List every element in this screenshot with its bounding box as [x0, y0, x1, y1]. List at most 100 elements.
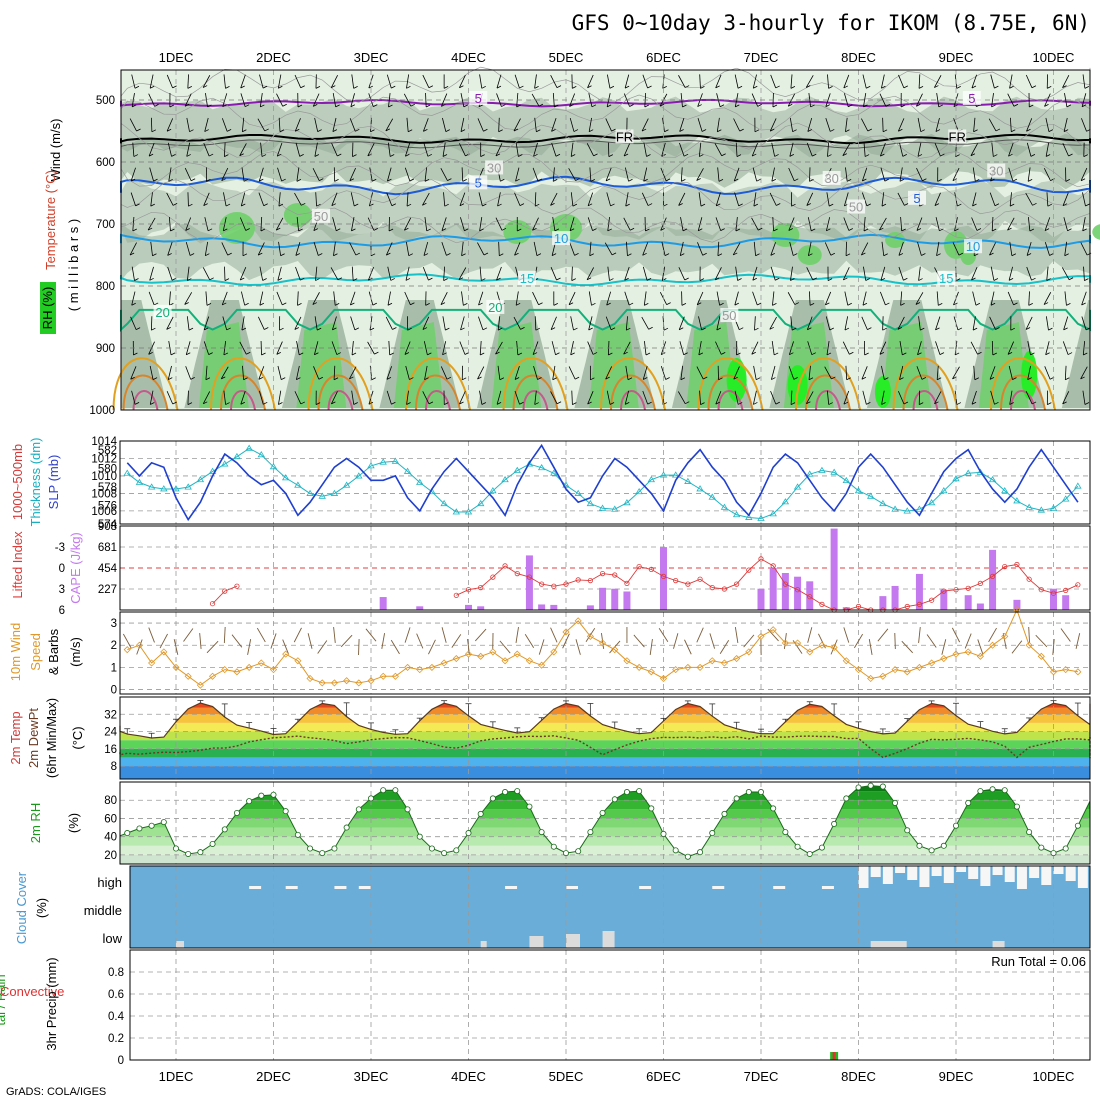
wind-barb	[1080, 167, 1088, 181]
rh-marker	[453, 847, 460, 854]
wind-barb-flag	[683, 153, 689, 157]
cape-bar	[879, 596, 887, 610]
wind-barb	[257, 118, 266, 132]
wind-barb-flag	[1009, 402, 1014, 405]
wind-barb-flag	[534, 402, 539, 405]
wind-barb-flag	[277, 278, 283, 281]
wind-barb	[223, 192, 227, 207]
wind-barb-flag	[226, 327, 231, 331]
wind-marker	[343, 677, 351, 685]
wind-barb	[441, 627, 447, 643]
wind-barb-flag	[788, 228, 793, 231]
wind-barb	[477, 118, 484, 132]
thickness-marker	[318, 492, 326, 499]
wind-barb-flag	[995, 128, 1001, 132]
wind-barb-flag	[154, 103, 159, 107]
wind-barb-flag	[427, 153, 433, 157]
wind-barb	[315, 266, 318, 281]
thickness-marker	[574, 489, 582, 496]
wind-barb-flag	[262, 85, 268, 89]
wind-label-c: & Barbs	[46, 628, 61, 675]
wind-barb-flag	[462, 377, 467, 381]
rh-marker	[441, 850, 448, 857]
wind-barb-flag	[390, 278, 395, 281]
wind-barb	[385, 316, 393, 330]
wind-barb	[1007, 341, 1015, 355]
wind-barb	[661, 266, 666, 281]
wind-barb	[881, 365, 885, 380]
wind-barb	[167, 142, 172, 157]
cloud-gap-high	[956, 866, 966, 872]
wind-barb	[588, 316, 593, 331]
bl-temp-contour	[122, 374, 169, 411]
precip-convective-bar	[832, 1052, 836, 1060]
wind-barb-flag	[241, 203, 246, 207]
li-line	[456, 558, 1079, 611]
thickness-marker	[281, 474, 290, 481]
wind-barb-flag	[385, 128, 391, 132]
cloud-gap-thin	[712, 886, 725, 889]
wind-barb	[752, 74, 757, 89]
wind-barb-flag	[735, 104, 740, 108]
wind-barb	[276, 341, 283, 355]
wind-barb	[643, 291, 647, 306]
wind-barb	[1002, 633, 1007, 649]
wind-barb-flag	[133, 352, 138, 356]
cloud-gap-high	[968, 866, 979, 879]
wind-barb-flag	[260, 104, 265, 108]
wind-marker	[306, 674, 314, 683]
wind-barb	[136, 639, 143, 655]
wind-barb-flag	[753, 203, 759, 207]
wind-marker	[355, 679, 363, 687]
wind-barb	[513, 316, 521, 330]
wind-barb-flag	[773, 352, 779, 356]
wind-barb	[570, 316, 574, 331]
wind-barb-flag	[407, 327, 412, 331]
wind-barb	[680, 167, 683, 182]
wind-barb	[350, 291, 356, 306]
wind-barb	[825, 93, 831, 107]
wind-barb	[1061, 267, 1070, 280]
wind-barb	[534, 316, 537, 331]
wind-barb	[294, 192, 302, 206]
wind-barb	[826, 390, 830, 405]
rh-marker	[879, 783, 886, 790]
wind-barb-flag	[168, 178, 173, 182]
thickness-marker	[501, 475, 509, 483]
wind-barb	[1062, 341, 1069, 355]
wind-barb-flag	[555, 153, 561, 157]
wind-barb	[186, 316, 190, 331]
rh-marker	[319, 850, 326, 857]
temp-label-a: 2m Temp	[8, 711, 23, 764]
upper-temp-label: Temperature (°C)	[43, 170, 58, 270]
wind-barb-flag	[1045, 154, 1051, 157]
li-label: Lifted Index	[10, 531, 25, 599]
wind-barb	[515, 142, 519, 157]
wind-marker	[891, 666, 899, 674]
wind-barb-flag	[916, 228, 922, 231]
wind-barb-flag	[626, 327, 631, 331]
wind-barb-flag	[867, 327, 872, 330]
wind-barb	[1008, 365, 1013, 380]
wind-marker	[769, 626, 777, 634]
wind-barb-flag	[243, 377, 248, 381]
wind-barb-flag	[954, 352, 960, 356]
cloud-gap	[992, 941, 1005, 948]
wind-barb-flag	[1084, 85, 1090, 89]
wind-barb	[825, 118, 831, 132]
wind-barb	[972, 291, 977, 306]
wind-barb-flag	[209, 277, 214, 281]
date-label: 1DEC	[159, 50, 194, 65]
wind-barb-flag	[536, 253, 542, 257]
thick-tick-label: 576	[98, 501, 117, 513]
wind-barb	[259, 266, 264, 281]
bl-temp-contour	[892, 357, 959, 411]
wind-barb-flag	[317, 327, 322, 331]
wind-barb-flag	[294, 327, 299, 330]
upper-wind-label: Wind (m/s)	[48, 119, 63, 182]
wind-barb	[881, 74, 885, 89]
wind-barb-flag	[1067, 352, 1073, 355]
rh-marker	[136, 825, 143, 832]
wind-barb	[696, 627, 704, 643]
wind-barb-flag	[556, 85, 562, 88]
